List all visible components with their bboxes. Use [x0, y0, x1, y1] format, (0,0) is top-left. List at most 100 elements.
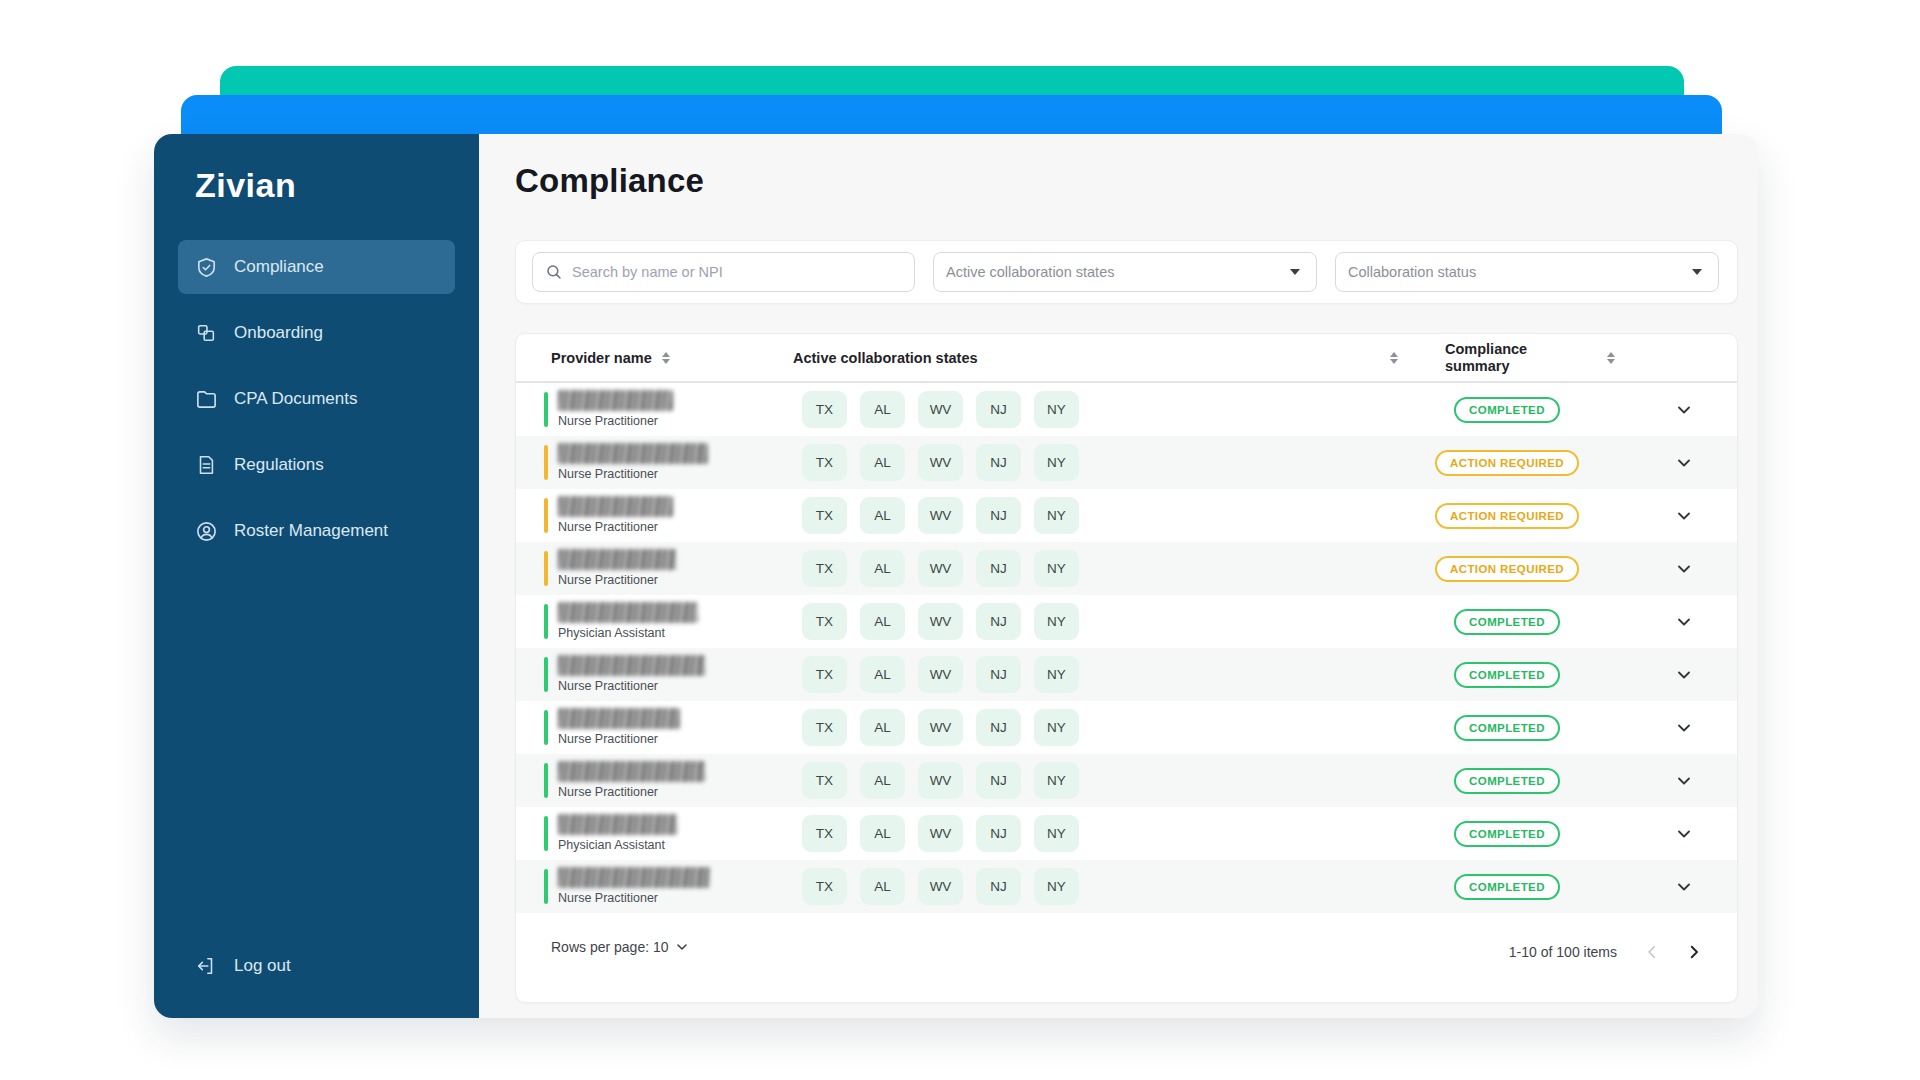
state-chip: WV — [918, 709, 963, 746]
onboarding-icon — [194, 321, 218, 345]
sidebar-item-label: CPA Documents — [234, 389, 357, 409]
expand-row-button[interactable] — [1664, 754, 1704, 807]
state-chip: AL — [860, 762, 905, 799]
state-chip: AL — [860, 603, 905, 640]
chevron-down-icon — [674, 939, 690, 955]
sort-icon[interactable] — [1607, 352, 1615, 364]
sidebar-item-onboarding[interactable]: Onboarding — [178, 306, 455, 360]
provider-role: Physician Assistant — [558, 838, 665, 852]
expand-row-button[interactable] — [1664, 807, 1704, 860]
sidebar-item-label: Regulations — [234, 455, 324, 475]
state-chip: WV — [918, 391, 963, 428]
state-chips: TXALWVNJNY — [802, 762, 1079, 799]
expand-row-button[interactable] — [1664, 595, 1704, 648]
provider-name-redacted — [558, 496, 673, 517]
compliance-summary-cell: ACTION REQUIRED — [1422, 489, 1592, 542]
expand-row-button[interactable] — [1664, 648, 1704, 701]
active-collaboration-states-dropdown[interactable]: Active collaboration states — [933, 252, 1317, 292]
expand-row-button[interactable] — [1664, 489, 1704, 542]
row-status-bar — [544, 498, 548, 533]
state-chip: NY — [1034, 497, 1079, 534]
table-row: Nurse PractitionerTXALWVNJNYCOMPLETED — [516, 701, 1737, 754]
compliance-summary-cell: COMPLETED — [1422, 648, 1592, 701]
main-content: Compliance Active collaboration states C… — [479, 134, 1758, 1018]
state-chip: AL — [860, 444, 905, 481]
table-row: Nurse PractitionerTXALWVNJNYCOMPLETED — [516, 860, 1737, 913]
table-row: Nurse PractitionerTXALWVNJNYCOMPLETED — [516, 754, 1737, 807]
logout-button[interactable]: Log out — [178, 942, 307, 990]
state-chip: NJ — [976, 391, 1021, 428]
status-badge: COMPLETED — [1454, 821, 1560, 847]
zivian-logo: Zivian — [195, 166, 296, 205]
regulations-doc-icon — [194, 453, 218, 477]
sort-icon-collaboration-states[interactable] — [1390, 334, 1398, 381]
sidebar-item-label: Compliance — [234, 257, 324, 277]
chevron-down-icon — [1674, 400, 1694, 420]
shield-check-icon — [194, 255, 218, 279]
column-header-provider-name[interactable]: Provider name — [551, 334, 670, 381]
state-chip: NJ — [976, 815, 1021, 852]
compliance-summary-cell: COMPLETED — [1422, 754, 1592, 807]
chevron-down-icon — [1674, 771, 1694, 791]
provider-role: Nurse Practitioner — [558, 520, 658, 534]
expand-row-button[interactable] — [1664, 701, 1704, 754]
expand-row-button[interactable] — [1664, 383, 1704, 436]
status-badge: COMPLETED — [1454, 662, 1560, 688]
page-title: Compliance — [515, 162, 704, 200]
expand-row-button[interactable] — [1664, 436, 1704, 489]
chevron-down-icon — [1674, 718, 1694, 738]
state-chip: AL — [860, 656, 905, 693]
sidebar-item-roster-management[interactable]: Roster Management — [178, 504, 455, 558]
row-status-bar — [544, 392, 548, 427]
state-chip: NY — [1034, 550, 1079, 587]
row-status-bar — [544, 445, 548, 480]
dropdown-label: Collaboration status — [1348, 264, 1476, 280]
expand-row-button[interactable] — [1664, 542, 1704, 595]
table-body: Nurse PractitionerTXALWVNJNYCOMPLETEDNur… — [516, 383, 1737, 913]
row-status-bar — [544, 816, 548, 851]
provider-name-redacted — [558, 549, 676, 570]
state-chip: TX — [802, 391, 847, 428]
column-header-active-collaboration-states[interactable]: Active collaboration states — [793, 334, 978, 381]
provider-name-redacted — [558, 390, 673, 411]
expand-row-button[interactable] — [1664, 860, 1704, 913]
row-status-bar — [544, 604, 548, 639]
state-chips: TXALWVNJNY — [802, 603, 1079, 640]
next-page-button[interactable] — [1677, 935, 1711, 969]
column-header-compliance-summary[interactable]: Compliance summary — [1445, 334, 1565, 381]
state-chip: AL — [860, 868, 905, 905]
provider-role: Nurse Practitioner — [558, 785, 658, 799]
sidebar-item-compliance[interactable]: Compliance — [178, 240, 455, 294]
state-chip: WV — [918, 762, 963, 799]
state-chip: NY — [1034, 815, 1079, 852]
chevron-left-icon — [1643, 943, 1661, 961]
state-chips: TXALWVNJNY — [802, 391, 1079, 428]
state-chip: NJ — [976, 550, 1021, 587]
state-chip: TX — [802, 603, 847, 640]
provider-role: Nurse Practitioner — [558, 467, 658, 481]
row-status-bar — [544, 869, 548, 904]
rows-per-page-control[interactable]: Rows per page: 10 — [551, 939, 690, 955]
status-badge: ACTION REQUIRED — [1435, 450, 1579, 476]
status-badge: ACTION REQUIRED — [1435, 556, 1579, 582]
state-chip: WV — [918, 868, 963, 905]
sort-icon-compliance-summary[interactable] — [1607, 334, 1615, 381]
search-input[interactable] — [572, 264, 902, 280]
sort-icon[interactable] — [1390, 352, 1398, 364]
sidebar-item-cpa-documents[interactable]: CPA Documents — [178, 372, 455, 426]
state-chip: AL — [860, 391, 905, 428]
sort-icon[interactable] — [662, 352, 670, 364]
provider-role: Physician Assistant — [558, 626, 665, 640]
collaboration-status-dropdown[interactable]: Collaboration status — [1335, 252, 1719, 292]
chevron-down-icon — [1674, 612, 1694, 632]
pagination: 1-10 of 100 items — [1509, 935, 1711, 969]
previous-page-button[interactable] — [1635, 935, 1669, 969]
provider-name-redacted — [558, 708, 680, 729]
table-footer: Rows per page: 10 1-10 of 100 items — [516, 913, 1737, 1003]
state-chip: NY — [1034, 656, 1079, 693]
row-status-bar — [544, 763, 548, 798]
search-field[interactable] — [532, 252, 915, 292]
state-chips: TXALWVNJNY — [802, 868, 1079, 905]
dropdown-label: Active collaboration states — [946, 264, 1114, 280]
sidebar-item-regulations[interactable]: Regulations — [178, 438, 455, 492]
